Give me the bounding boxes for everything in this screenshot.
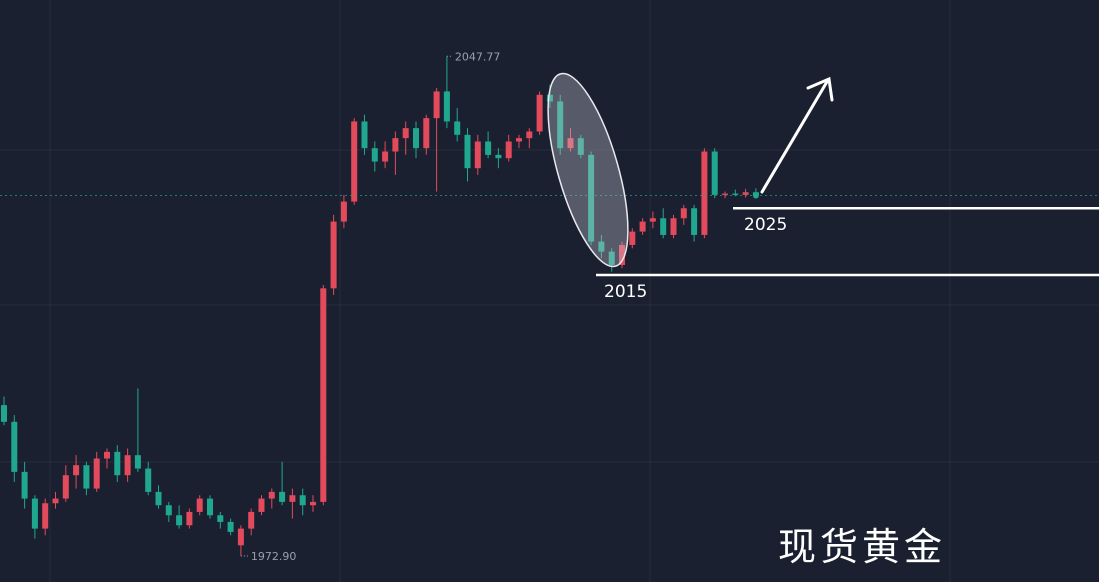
candle-body [711, 151, 718, 195]
candle-body [701, 151, 708, 235]
candle-body [577, 138, 584, 155]
candle-body [546, 94, 553, 102]
level-label: 2025 [744, 215, 787, 235]
candle-body [598, 241, 605, 252]
candle-body [474, 141, 481, 169]
candle-body [361, 121, 368, 149]
candle-body [114, 451, 121, 476]
candle-body [505, 141, 512, 159]
candle-body [73, 465, 80, 476]
candle-body [485, 141, 492, 155]
candle-body [742, 192, 749, 195]
candle-body [443, 91, 450, 122]
candle-body [134, 455, 141, 469]
candle-body [639, 221, 646, 232]
candle-body [207, 498, 213, 516]
candle-body [454, 121, 461, 135]
candle-body [608, 251, 615, 265]
candle-body [433, 91, 440, 119]
candle-body [392, 138, 399, 152]
candle-body [351, 121, 358, 202]
candle-body [299, 495, 306, 506]
candle-body [258, 498, 265, 512]
candle-body [237, 528, 244, 546]
arrow-head [806, 76, 834, 102]
candle-body [83, 465, 90, 489]
candle-body [31, 498, 38, 529]
candle-body [464, 134, 471, 169]
plot: 2047.77 1972.90 2025 2015 [0, 50, 1099, 563]
candle-body [279, 491, 286, 502]
low-label: 1972.90 [251, 550, 297, 563]
candle-body [382, 151, 389, 162]
candle-body [21, 471, 28, 499]
candle-body [495, 154, 502, 159]
high-label: 2047.77 [455, 50, 501, 63]
candle-body [619, 244, 625, 265]
candle-body [588, 154, 595, 242]
candle-body [557, 101, 564, 149]
candle-body [42, 503, 49, 529]
candle-body [124, 455, 131, 476]
highlight-ellipse [547, 72, 629, 268]
candle-body [248, 511, 255, 529]
candle-body [186, 511, 193, 526]
candle-body [196, 498, 203, 512]
candle-body [11, 421, 18, 472]
level-label: 2015 [604, 282, 647, 302]
candle-body [227, 521, 234, 532]
candle-body [691, 208, 698, 235]
candle-body [1, 405, 7, 422]
candle-body [402, 128, 409, 139]
arrow-shaft [760, 78, 830, 194]
candle-body [165, 505, 172, 516]
candle-body [268, 491, 275, 499]
candle-body [732, 193, 739, 195]
candle-body [629, 231, 636, 245]
candle-body [176, 515, 183, 526]
candle-body [289, 495, 296, 502]
candle-body [62, 475, 69, 499]
candle-body [423, 118, 430, 149]
candle-body [52, 498, 59, 504]
candle-body [371, 148, 378, 162]
candle-body [516, 138, 522, 142]
candle-body [340, 201, 347, 222]
candle-body [567, 138, 574, 149]
candle-body [660, 218, 667, 235]
candle-body [649, 218, 656, 222]
candle-body [310, 501, 316, 506]
candle-body [722, 193, 728, 195]
candle-body [93, 458, 100, 489]
candle-body [680, 208, 687, 219]
last-price-dot [752, 192, 759, 199]
candle-body [670, 218, 677, 235]
candle-body [536, 94, 543, 132]
candle-body [526, 131, 533, 139]
candle-body [155, 491, 162, 506]
arrow [760, 76, 834, 194]
candle-body [217, 515, 224, 522]
candle-body [413, 128, 419, 149]
candle-body [145, 468, 152, 492]
candle-body [104, 451, 110, 459]
candle-body [330, 221, 337, 289]
candle-body [320, 288, 327, 502]
watermark: 现货黄金 [778, 525, 946, 569]
